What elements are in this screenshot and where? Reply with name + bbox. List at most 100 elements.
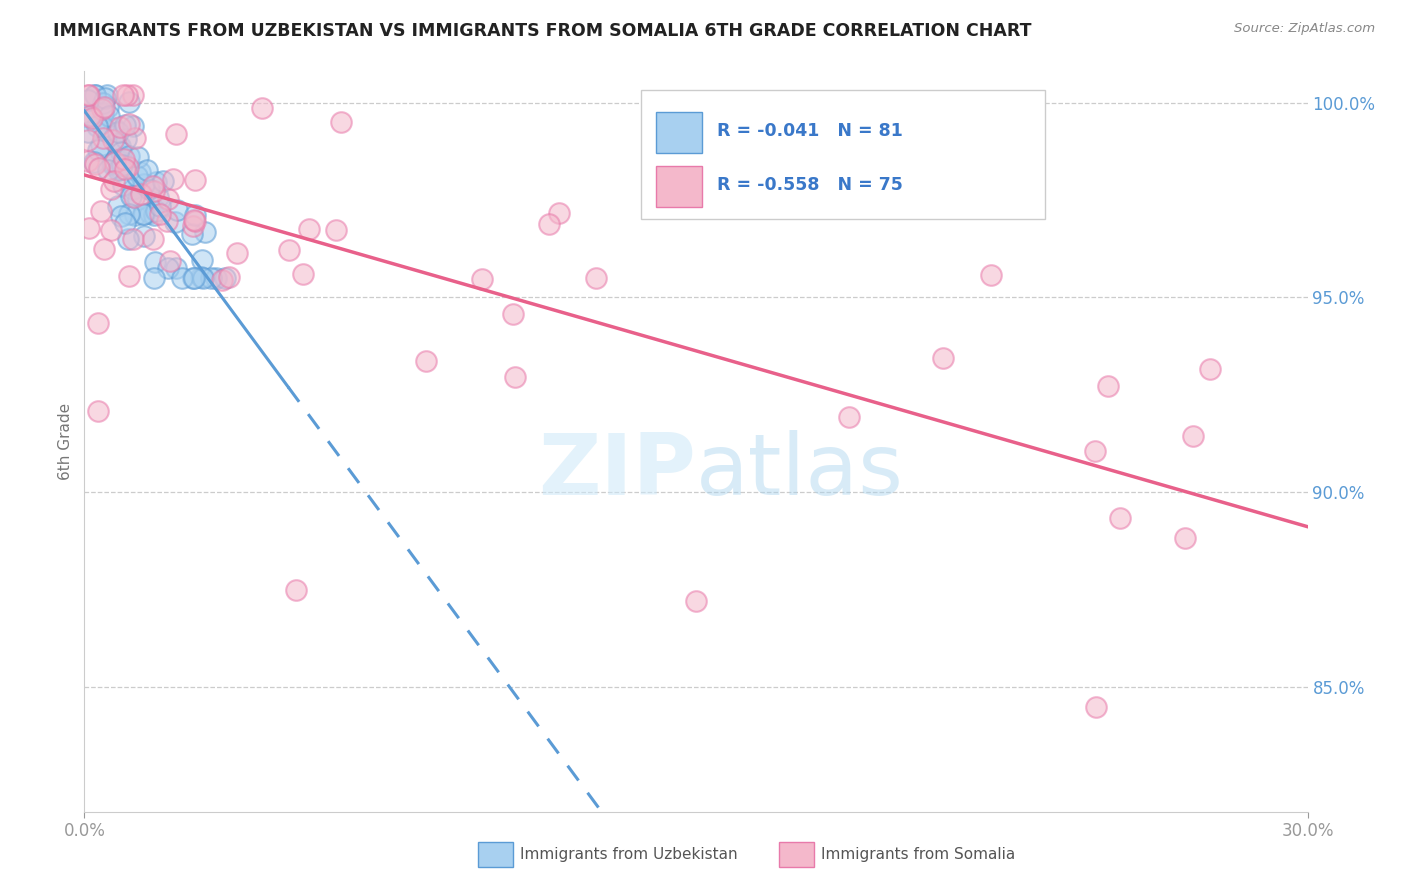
Point (118, 206, 141, 220)
Text: Immigrants from Somalia: Immigrants from Somalia (821, 847, 1015, 862)
Point (143, 255, 166, 269)
Point (77, 125, 100, 139)
Point (83, 154, 105, 169)
Point (132, 229, 155, 244)
Point (1199, 362, 1222, 376)
Point (134, 207, 156, 221)
Point (139, 206, 162, 220)
Point (1097, 379, 1119, 393)
Point (86, 119, 108, 133)
Point (585, 271, 607, 285)
Point (156, 261, 179, 276)
Text: R = -0.041   N = 81: R = -0.041 N = 81 (717, 121, 903, 139)
Point (191, 271, 214, 285)
Text: atlas: atlas (696, 430, 904, 513)
Point (146, 190, 169, 204)
Point (118, 95, 141, 109)
Point (86, 143, 108, 157)
Point (91, 95, 114, 110)
Point (80, 111, 103, 125)
Point (138, 182, 160, 196)
Point (145, 174, 167, 188)
Point (105, 152, 128, 166)
Point (101, 157, 124, 171)
Point (96, 123, 118, 137)
Point (250, 101, 273, 115)
Point (108, 120, 131, 135)
Point (156, 213, 179, 227)
Point (205, 271, 228, 285)
Point (83, 157, 105, 171)
Point (1084, 699, 1107, 714)
Point (184, 214, 207, 228)
Point (129, 187, 152, 202)
Text: ZIP: ZIP (538, 430, 696, 513)
Point (111, 158, 134, 172)
Point (181, 227, 204, 242)
Point (112, 155, 135, 169)
Point (548, 206, 571, 220)
Point (93, 242, 115, 256)
Point (122, 190, 145, 204)
Point (107, 125, 129, 139)
Point (91, 106, 114, 120)
Point (1174, 531, 1197, 545)
Point (162, 172, 184, 186)
Point (115, 158, 138, 172)
Point (94, 91, 117, 105)
Point (538, 217, 561, 231)
FancyBboxPatch shape (779, 842, 814, 867)
Point (87, 404, 110, 418)
Point (142, 208, 165, 222)
Point (91, 120, 114, 135)
Point (329, 115, 352, 129)
Point (111, 178, 134, 192)
Point (103, 121, 125, 136)
Point (194, 225, 217, 239)
Point (124, 208, 146, 222)
Point (127, 150, 149, 164)
Text: Immigrants from Uzbekistan: Immigrants from Uzbekistan (520, 847, 738, 862)
Point (83, 87, 105, 102)
Point (214, 271, 236, 285)
Point (120, 189, 142, 203)
Point (108, 162, 131, 177)
Point (112, 152, 135, 166)
Point (77, 133, 100, 147)
Point (87, 161, 110, 176)
Point (838, 410, 860, 425)
Point (110, 145, 132, 159)
Point (184, 173, 207, 187)
Point (122, 87, 145, 102)
Point (83, 87, 105, 102)
Point (135, 163, 157, 178)
Point (183, 208, 205, 222)
Point (114, 162, 136, 177)
Point (159, 253, 181, 268)
Point (97, 109, 120, 123)
Point (100, 223, 122, 237)
Point (111, 87, 134, 102)
Point (218, 269, 240, 284)
Point (127, 169, 149, 183)
Point (110, 209, 132, 223)
Point (118, 268, 141, 283)
Point (298, 222, 321, 236)
Point (931, 351, 953, 365)
Point (93, 100, 115, 114)
Text: IMMIGRANTS FROM UZBEKISTAN VS IMMIGRANTS FROM SOMALIA 6TH GRADE CORRELATION CHAR: IMMIGRANTS FROM UZBEKISTAN VS IMMIGRANTS… (53, 22, 1032, 40)
Text: R = -0.558   N = 75: R = -0.558 N = 75 (717, 176, 903, 194)
Point (149, 206, 172, 220)
Point (107, 199, 129, 213)
Point (107, 163, 129, 178)
Point (115, 132, 138, 146)
Point (115, 87, 138, 102)
Point (87, 317, 110, 331)
Point (77, 87, 100, 102)
Point (285, 582, 308, 597)
Point (91, 102, 114, 116)
Point (225, 246, 247, 260)
Point (77, 110, 100, 124)
Point (325, 223, 347, 237)
Point (181, 271, 204, 285)
